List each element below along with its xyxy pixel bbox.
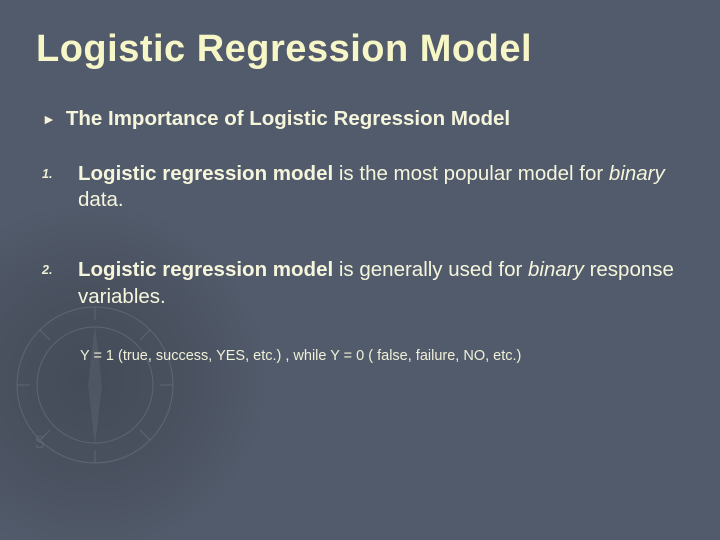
subheading-row: ► The Importance of Logistic Regression … — [42, 107, 684, 131]
italic-term: binary — [528, 258, 584, 281]
subheading-text: The Importance of Logistic Regression Mo… — [66, 107, 510, 131]
text-fragment: is generally used for — [333, 258, 528, 281]
italic-term: binary — [609, 162, 665, 185]
bold-term: Logistic regression model — [78, 258, 333, 281]
item-number: 2. — [42, 263, 60, 277]
footnote: Y = 1 (true, success, YES, etc.) , while… — [80, 348, 684, 364]
item-text: Logistic regression model is generally u… — [78, 257, 678, 309]
list-item: 2. Logistic regression model is generall… — [42, 257, 684, 309]
text-fragment: data. — [78, 188, 124, 211]
slide-title: Logistic Regression Model — [36, 28, 684, 71]
bold-term: Logistic regression model — [78, 162, 333, 185]
bullet-icon: ► — [42, 111, 56, 127]
item-text: Logistic regression model is the most po… — [78, 161, 678, 213]
list-item: 1. Logistic regression model is the most… — [42, 161, 684, 213]
slide: Logistic Regression Model ► The Importan… — [0, 0, 720, 540]
item-number: 1. — [42, 167, 60, 181]
text-fragment: is the most popular model for — [333, 162, 609, 185]
